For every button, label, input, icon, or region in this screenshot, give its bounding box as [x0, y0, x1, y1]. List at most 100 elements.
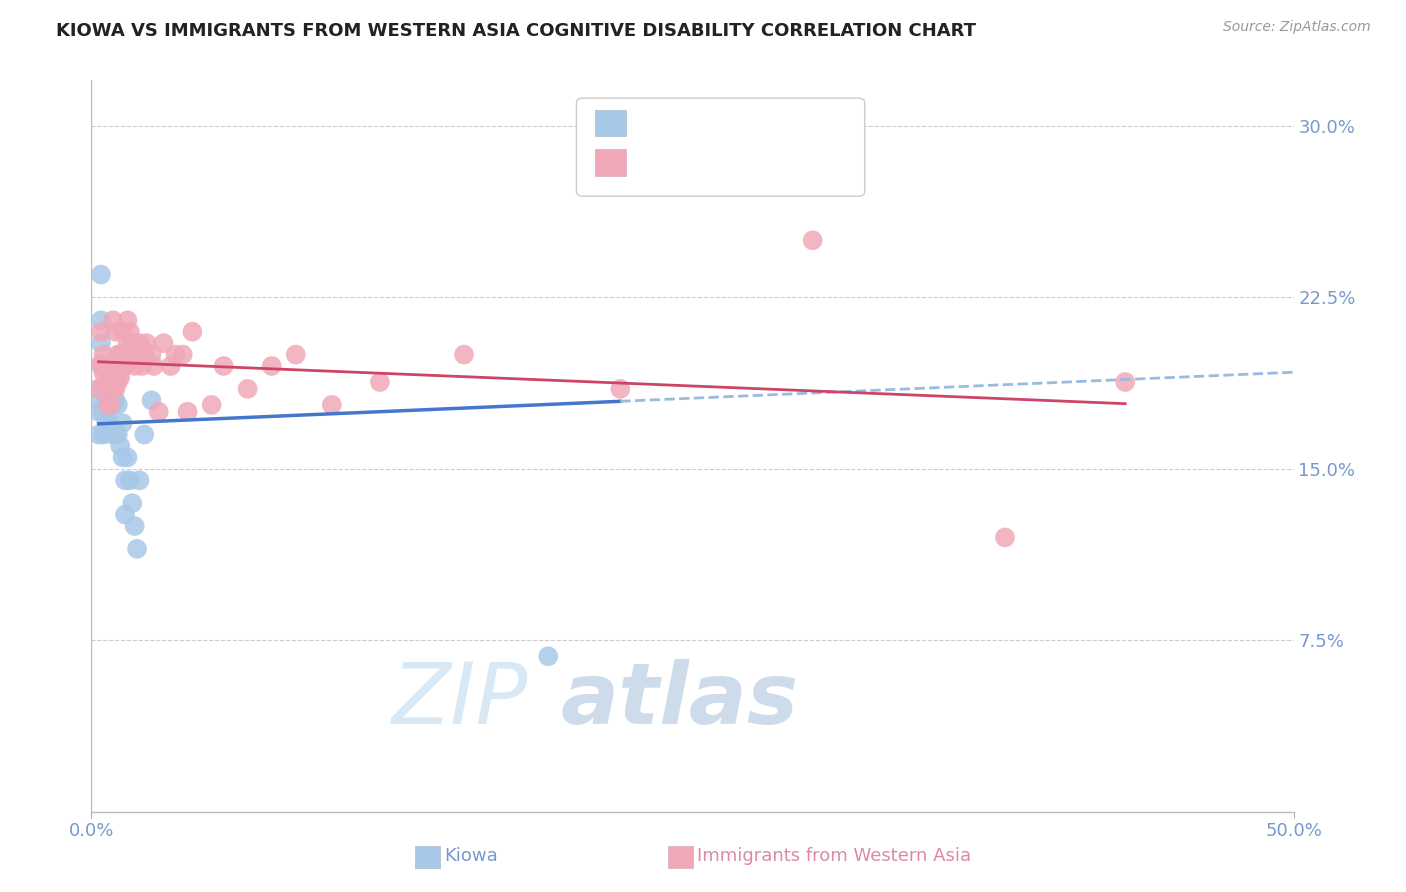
- Point: [159, 359, 181, 373]
- Point: [172, 347, 194, 362]
- Point: [101, 398, 124, 412]
- Point: [152, 336, 174, 351]
- Point: [97, 398, 120, 412]
- Point: [90, 313, 112, 327]
- Point: [104, 382, 127, 396]
- Point: [94, 359, 117, 373]
- Point: [321, 398, 343, 412]
- Point: [87, 427, 110, 442]
- Point: [110, 347, 132, 362]
- Point: [101, 313, 124, 327]
- Point: [90, 268, 112, 282]
- Point: [104, 393, 127, 408]
- Point: [117, 336, 139, 351]
- Point: [110, 439, 132, 453]
- Point: [141, 393, 163, 408]
- Point: [236, 382, 259, 396]
- Point: [128, 336, 150, 351]
- Point: [134, 347, 156, 362]
- Text: Kiowa: Kiowa: [444, 847, 498, 865]
- Point: [134, 427, 156, 442]
- Point: [148, 405, 170, 419]
- Point: [537, 649, 560, 664]
- Point: [125, 347, 148, 362]
- Point: [97, 382, 120, 396]
- Point: [124, 359, 146, 373]
- Point: [94, 389, 117, 403]
- Point: [131, 359, 153, 373]
- Point: [104, 359, 127, 373]
- Text: Immigrants from Western Asia: Immigrants from Western Asia: [697, 847, 972, 865]
- Text: ZIP: ZIP: [392, 659, 529, 742]
- Point: [125, 541, 148, 556]
- Point: [111, 325, 134, 339]
- Point: [181, 325, 204, 339]
- Point: [111, 416, 134, 430]
- Point: [100, 375, 122, 389]
- Point: [124, 336, 146, 351]
- Text: R = -0.357  N = 39: R = -0.357 N = 39: [630, 114, 796, 132]
- Point: [994, 530, 1017, 544]
- Point: [141, 347, 163, 362]
- Point: [87, 382, 110, 396]
- Point: [212, 359, 235, 373]
- Point: [118, 352, 141, 367]
- Point: [90, 325, 112, 339]
- Point: [114, 359, 136, 373]
- Point: [453, 347, 475, 362]
- Point: [135, 336, 157, 351]
- Point: [260, 359, 283, 373]
- Point: [101, 427, 124, 442]
- Point: [111, 359, 134, 373]
- Point: [101, 382, 124, 396]
- Point: [87, 393, 110, 408]
- Point: [100, 420, 122, 434]
- Point: [114, 473, 136, 487]
- Point: [609, 382, 631, 396]
- Point: [124, 519, 146, 533]
- Point: [284, 347, 307, 362]
- Point: [118, 473, 141, 487]
- Point: [104, 427, 127, 442]
- Point: [90, 359, 112, 373]
- Point: [165, 347, 187, 362]
- Point: [90, 336, 112, 351]
- Point: [118, 325, 141, 339]
- Point: [100, 393, 122, 408]
- Point: [201, 398, 224, 412]
- Text: KIOWA VS IMMIGRANTS FROM WESTERN ASIA COGNITIVE DISABILITY CORRELATION CHART: KIOWA VS IMMIGRANTS FROM WESTERN ASIA CO…: [56, 22, 976, 40]
- Point: [110, 370, 132, 384]
- Point: [121, 336, 143, 351]
- Point: [111, 450, 134, 465]
- Point: [114, 508, 136, 522]
- Point: [93, 427, 115, 442]
- Point: [97, 411, 120, 425]
- Point: [121, 496, 143, 510]
- Point: [104, 325, 127, 339]
- Point: [87, 405, 110, 419]
- Point: [609, 142, 631, 156]
- Point: [176, 405, 198, 419]
- Text: Source: ZipAtlas.com: Source: ZipAtlas.com: [1223, 20, 1371, 34]
- Point: [93, 382, 115, 396]
- Text: atlas: atlas: [560, 659, 799, 742]
- Point: [1114, 375, 1136, 389]
- Point: [87, 382, 110, 396]
- Point: [100, 366, 122, 380]
- Point: [90, 357, 112, 371]
- Point: [97, 382, 120, 396]
- Point: [100, 398, 122, 412]
- Point: [801, 233, 824, 247]
- Point: [117, 450, 139, 465]
- Point: [107, 398, 129, 412]
- Point: [93, 347, 115, 362]
- Point: [107, 427, 129, 442]
- Point: [94, 375, 117, 389]
- Point: [368, 375, 391, 389]
- Point: [142, 359, 165, 373]
- Point: [117, 313, 139, 327]
- Text: R =  0.041  N = 57: R = 0.041 N = 57: [630, 149, 794, 167]
- Point: [93, 405, 115, 419]
- Point: [107, 347, 129, 362]
- Point: [107, 375, 129, 389]
